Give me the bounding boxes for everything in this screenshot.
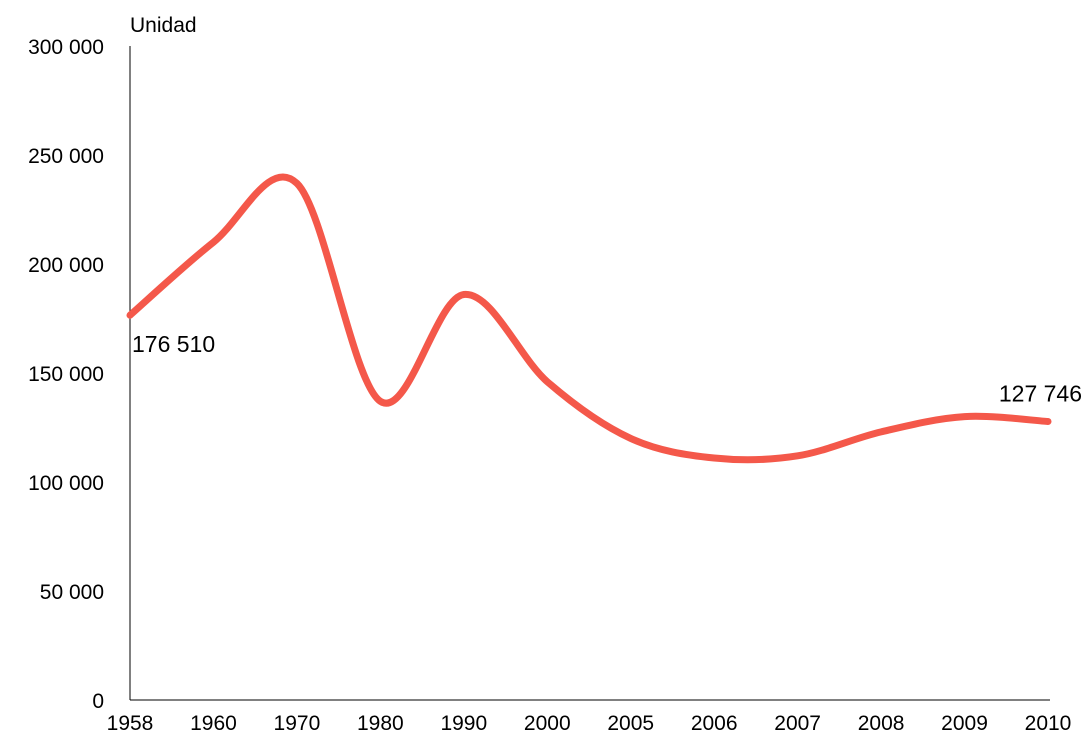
x-tick-label: 2010	[1025, 712, 1072, 735]
x-tick-label: 1990	[440, 712, 487, 735]
x-tick-label: 1970	[274, 712, 321, 735]
x-tick-label: 2007	[774, 712, 821, 735]
data-point	[962, 414, 968, 420]
data-labels: 176 510 127 746	[132, 331, 1082, 406]
x-tick-label: 2006	[691, 712, 738, 735]
x-tick-label: 2000	[524, 712, 571, 735]
x-tick-label: 2008	[858, 712, 905, 735]
y-axis-ticks: 0 50 000 100 000 150 000 200 000 250 000 300 0…	[28, 36, 104, 713]
data-point	[795, 453, 801, 459]
series-group	[126, 173, 1052, 464]
x-tick-label: 2009	[941, 712, 988, 735]
series-line	[126, 173, 1052, 464]
data-point	[210, 239, 216, 245]
y-tick-label: 250 000	[28, 145, 104, 168]
data-point	[878, 429, 884, 435]
y-tick-label: 300 000	[28, 36, 104, 59]
data-label: 176 510	[132, 331, 215, 357]
x-tick-label: 2005	[607, 712, 654, 735]
data-point	[127, 312, 133, 318]
y-tick-label: 150 000	[28, 363, 104, 386]
data-point	[377, 398, 383, 404]
data-point	[294, 180, 300, 186]
x-tick-label: 1958	[107, 712, 154, 735]
y-tick-label: 200 000	[28, 254, 104, 277]
data-point	[461, 292, 467, 298]
y-tick-label: 50 000	[40, 581, 104, 604]
x-tick-label: 1980	[357, 712, 404, 735]
data-label: 127 746	[999, 381, 1082, 407]
x-tick-label: 1960	[190, 712, 237, 735]
data-point	[711, 455, 717, 461]
x-axis-ticks: 1958 1960 1970 1980 1990 2000 2005 2006 2007 2008…	[107, 712, 1072, 735]
y-tick-label: 0	[92, 690, 104, 713]
data-point	[628, 435, 634, 441]
y-tick-label: 100 000	[28, 472, 104, 495]
data-point	[544, 379, 550, 385]
data-point	[1045, 419, 1051, 425]
y-axis-unit-label: Unidad	[130, 14, 197, 37]
